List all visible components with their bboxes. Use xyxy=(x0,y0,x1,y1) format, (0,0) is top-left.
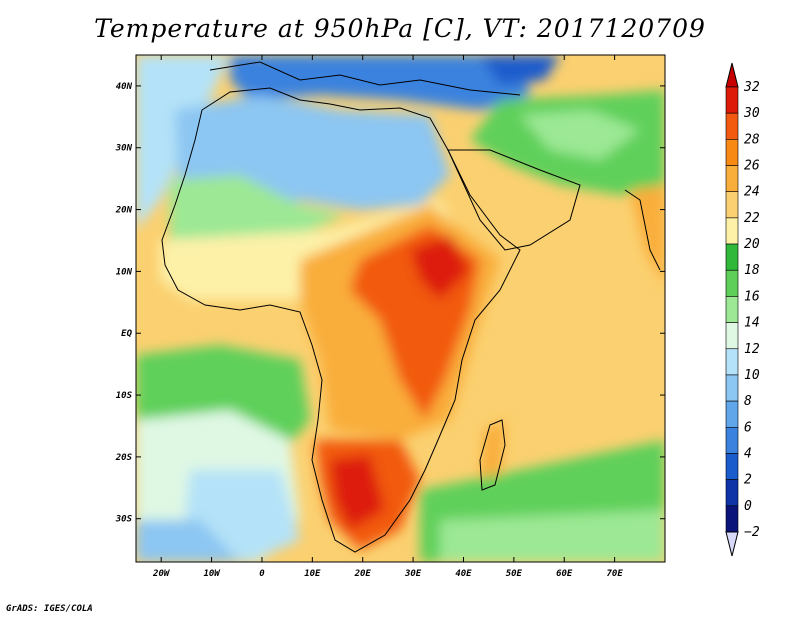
lat-label-1: 30N xyxy=(115,144,133,154)
colorbar-label-10: 12 xyxy=(744,342,760,357)
lat-label-3: 10N xyxy=(116,267,133,277)
colorbar-swatch-10 xyxy=(725,348,739,376)
colorbar-label-14: 4 xyxy=(744,446,752,461)
colorbar-swatch-2 xyxy=(725,139,739,166)
west-africa-mild-zone xyxy=(170,175,345,240)
colorbar-swatch-11 xyxy=(725,374,739,402)
colorbar-label-4: 24 xyxy=(744,185,760,200)
colorbar-label-12: 8 xyxy=(744,394,752,409)
lat-label-5: 10S xyxy=(116,391,133,401)
axis-labels: 20W 10W 0 10E 20E 30E 40E 50E 60E 70E 40N 30N 20N 10N… xyxy=(115,82,624,579)
colorbar-label-15: 2 xyxy=(744,473,752,488)
lon-label-6: 40E xyxy=(455,569,472,579)
iran-mixed-zone xyxy=(520,110,640,160)
colorbar-label-0: 32 xyxy=(743,80,760,95)
lon-label-1: 10W xyxy=(203,569,221,579)
lon-label-4: 20E xyxy=(354,569,372,579)
kalahari-hottest-zone xyxy=(330,455,385,530)
temperature-field xyxy=(136,55,665,562)
colorbar-swatch-0 xyxy=(725,86,739,114)
colorbar-swatch-14 xyxy=(725,453,739,480)
colorbar-swatch-5 xyxy=(725,217,739,245)
europe-coastline xyxy=(209,61,521,96)
lon-label-2: 0 xyxy=(259,569,265,579)
axis-ticks xyxy=(136,55,665,562)
southwest-ocean-cold-zone xyxy=(136,520,240,562)
colorbar-swatch-8 xyxy=(725,296,739,323)
colorbar-label-3: 26 xyxy=(744,159,760,174)
map-title: Temperature at 950hPa [C], VT: 201712070… xyxy=(94,14,706,43)
colorbar-label-13: 6 xyxy=(744,420,752,435)
colorbar-swatch-4 xyxy=(725,191,739,219)
africa-coastline xyxy=(161,87,521,553)
colorbar-over-triangle xyxy=(725,62,739,88)
colorbar-swatch-9 xyxy=(725,322,739,350)
colorbar-swatch-7 xyxy=(725,269,739,297)
lon-label-5: 30E xyxy=(404,569,422,579)
colorbar-swatch-3 xyxy=(725,165,739,193)
colorbar-label-5: 22 xyxy=(744,211,760,226)
colorbar-label-7: 18 xyxy=(744,263,760,278)
coastlines xyxy=(161,61,661,553)
colorbar-swatch-12 xyxy=(725,400,739,428)
arabia-coastline xyxy=(447,149,581,251)
black-sea-cold-zone xyxy=(480,55,560,85)
mediterranean-cold-zone xyxy=(230,55,530,110)
colorbar-label-17: −2 xyxy=(744,525,760,540)
lon-label-7: 50E xyxy=(506,569,523,579)
lat-label-4: EQ xyxy=(121,329,132,339)
lat-label-0: 40N xyxy=(116,82,133,92)
colorbar-label-11: 10 xyxy=(744,368,760,383)
colorbar-label-6: 20 xyxy=(744,237,760,252)
lon-label-8: 60E xyxy=(556,569,573,579)
india-coastline xyxy=(624,189,661,271)
grads-credit: GrADS: IGES/COLA xyxy=(6,604,93,614)
colorbar-label-8: 16 xyxy=(744,289,760,304)
colorbar-swatch-13 xyxy=(725,426,739,454)
colorbar-swatch-15 xyxy=(725,479,739,507)
colorbar-swatch-1 xyxy=(725,112,739,140)
lat-label-6: 20S xyxy=(115,453,133,463)
lon-label-3: 10E xyxy=(304,569,321,579)
colorbar-label-2: 28 xyxy=(744,132,760,147)
lon-label-9: 70E xyxy=(606,569,623,579)
colorbar-swatch-16 xyxy=(725,505,739,533)
colorbar-label-1: 30 xyxy=(743,106,760,121)
map-frame xyxy=(135,54,666,563)
colorbar-swatch-6 xyxy=(725,243,739,271)
lat-label-2: 20N xyxy=(115,206,133,216)
colorbar-label-9: 14 xyxy=(744,316,760,331)
colorbar-under-triangle xyxy=(725,531,739,557)
rift-hottest-zone xyxy=(410,235,470,300)
southern-ocean-cool-zone xyxy=(440,510,665,562)
lon-label-0: 20W xyxy=(152,569,171,579)
lat-label-7: 30S xyxy=(115,515,133,525)
colorbar-label-16: 0 xyxy=(744,499,752,514)
madagascar-coastline xyxy=(479,419,506,491)
